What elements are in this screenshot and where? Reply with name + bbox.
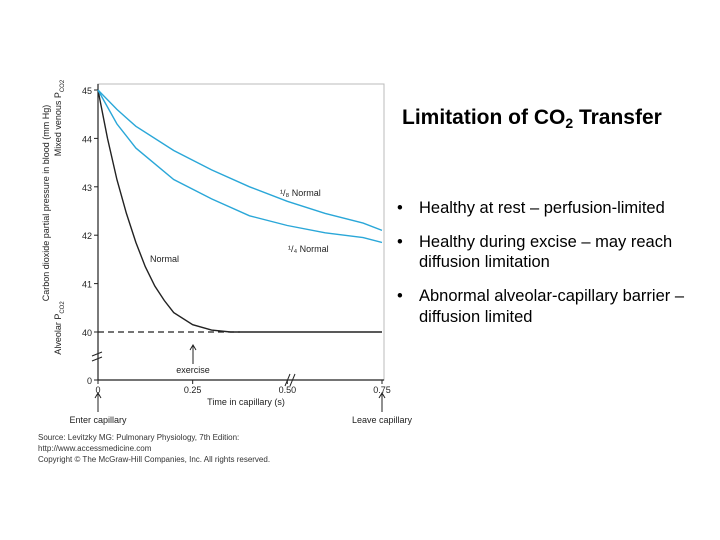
y-tick-label: 45 — [82, 86, 92, 96]
y-axis-break-mark — [91, 351, 103, 362]
bullet-text: Healthy during excise – may reach diffus… — [419, 232, 673, 272]
x-axis-label: Time in capillary (s) — [207, 397, 285, 407]
source-line: Source: Levitzky MG: Pulmonary Physiolog… — [38, 433, 240, 442]
slide-title: Limitation of CO2 Transfer — [402, 106, 662, 131]
leave-arrow-icon — [378, 392, 386, 412]
copyright-line: Copyright © The McGraw-Hill Companies, I… — [38, 455, 271, 464]
source-credit: Source: Levitzky MG: Pulmonary Physiolog… — [38, 432, 270, 465]
y-tick-label: 41 — [82, 280, 92, 290]
exercise-annotation: exercise — [176, 365, 210, 375]
bullet-dot: • — [397, 199, 403, 217]
series-label-normal: Normal — [150, 254, 179, 264]
y-tick-label: 0 — [87, 376, 92, 386]
bullet-text: Healthy at rest – perfusion-limited — [419, 199, 665, 217]
y-axis-label-alveolar-sub: CO2 — [60, 301, 66, 314]
bullet-dot: • — [397, 232, 403, 251]
y-tick-label: 43 — [82, 183, 92, 193]
plot-frame — [97, 83, 385, 381]
y-axis-label-alveolar: Alveolar PCO2 — [53, 301, 66, 355]
enter-capillary-label: Enter capillary — [69, 415, 127, 425]
y-axis-label: Carbon dioxide partial pressure in blood… — [41, 105, 51, 302]
x-tick-label: 0.25 — [184, 385, 202, 395]
x-tick-label: 0 — [95, 385, 100, 395]
x-tick-label: 0.75 — [373, 385, 391, 395]
series-line-normal — [97, 89, 382, 333]
y-tick-label: 40 — [82, 328, 92, 338]
series-line-1-8-normal — [97, 89, 383, 232]
y-tick-label: 42 — [82, 231, 92, 241]
y-axis-label-mixed-venous-sub: CO2 — [60, 79, 66, 92]
bullet-item: • Healthy during excise – may reach diffu… — [397, 232, 715, 273]
y-axis-label-mixed-venous: Mixed venous PCO2 — [53, 79, 66, 156]
bullet-item: • Healthy at rest – perfusion-limited — [397, 198, 715, 219]
bullet-item: • Abnormal alveolar-capillary barrier – d… — [397, 286, 715, 327]
series-line-1-4-normal — [97, 89, 383, 244]
bullet-list: • Healthy at rest – perfusion-limited • He… — [397, 198, 715, 340]
x-tick-label: 0.50 — [279, 385, 297, 395]
series-label-quarter-normal: ¹/₄ Normal — [288, 244, 329, 254]
enter-arrow-icon — [94, 392, 102, 412]
series-label-eighth-normal: ¹/₈ Normal — [280, 188, 321, 198]
bullet-dot: • — [397, 286, 403, 305]
source-url: http://www.accessmedicine.com — [38, 444, 152, 453]
leave-capillary-label: Leave capillary — [352, 415, 413, 425]
bullet-text: Abnormal alveolar-capillary barrier – di… — [419, 286, 685, 326]
exercise-arrow-icon — [189, 344, 197, 364]
y-tick-label: 44 — [82, 134, 92, 144]
